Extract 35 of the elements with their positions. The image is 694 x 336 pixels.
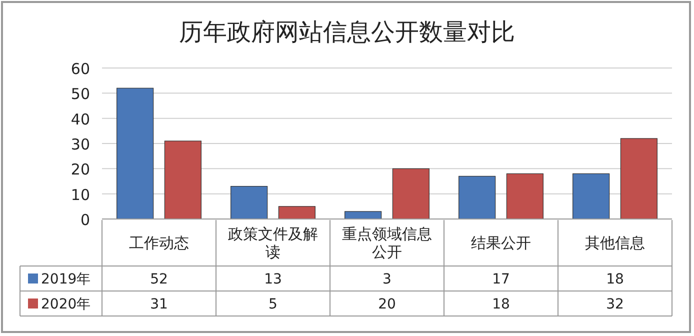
x-tick-label: 结果公开 <box>471 234 531 252</box>
bar <box>458 176 496 220</box>
x-tick-label: 政策文件及解读 <box>228 225 318 261</box>
data-label: 18 <box>492 296 510 312</box>
y-tick-label: 30 <box>70 136 90 154</box>
data-label: 18 <box>606 272 624 288</box>
bar <box>230 186 268 220</box>
y-tick-label: 60 <box>70 60 90 78</box>
bar <box>164 140 202 220</box>
y-tick-label: 0 <box>80 211 90 229</box>
y-tick-label: 40 <box>70 110 90 128</box>
bar <box>506 173 544 220</box>
data-label: 17 <box>492 272 510 288</box>
legend-label: 2019年 <box>41 272 91 288</box>
x-tick-label: 其他信息 <box>585 234 645 252</box>
legend-label: 2020年 <box>41 296 91 312</box>
y-tick-label: 20 <box>70 160 90 179</box>
y-tick-label: 10 <box>70 186 90 204</box>
data-label: 20 <box>378 296 396 312</box>
data-label: 13 <box>264 272 282 288</box>
x-tick-label: 工作动态 <box>129 234 189 252</box>
chart-title: 历年政府网站信息公开数量对比 <box>179 18 515 46</box>
bar <box>392 168 430 220</box>
y-tick-label: 50 <box>70 85 90 104</box>
bar <box>344 211 382 220</box>
bar <box>116 88 154 220</box>
data-label: 31 <box>150 296 168 312</box>
data-label: 32 <box>606 296 624 312</box>
data-label: 5 <box>268 296 278 312</box>
x-tick-label: 重点领域信息公开 <box>342 225 432 261</box>
bar <box>278 206 316 220</box>
data-label: 3 <box>382 272 392 288</box>
bar <box>620 138 658 220</box>
bar <box>572 173 610 220</box>
data-label: 52 <box>150 272 168 288</box>
